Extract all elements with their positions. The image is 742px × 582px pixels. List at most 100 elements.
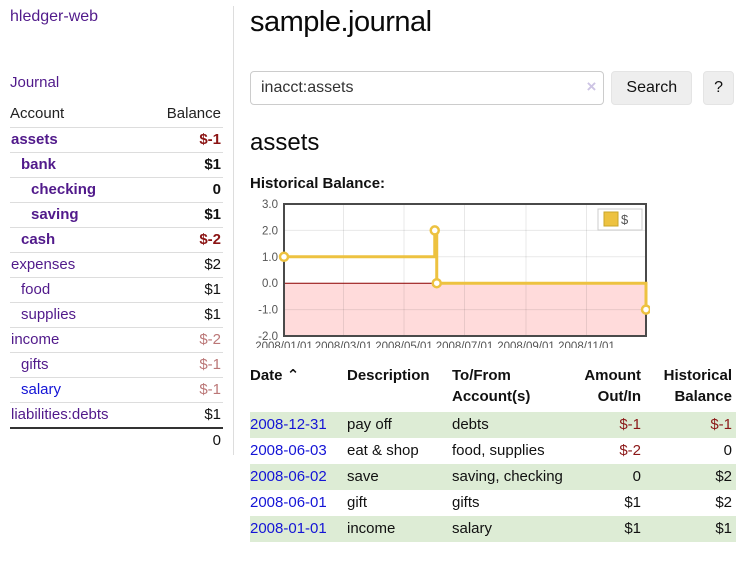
x-axis-tick-label: 2008/03/01 — [315, 341, 373, 348]
tx-accounts-cell: salary — [452, 520, 493, 537]
sidebar-item-journal[interactable]: Journal — [10, 74, 60, 91]
tx-header-accounts: To/From Account(s) — [452, 367, 531, 405]
account-link[interactable]: liabilities:debts — [11, 406, 109, 423]
tx-date-link[interactable]: 2008-06-01 — [250, 494, 327, 511]
tx-date-cell: 2008-06-03 — [250, 438, 347, 464]
transaction-row: 2008-12-31 pay off debts $-1 $-1 — [250, 412, 736, 438]
data-point-marker — [431, 277, 442, 289]
account-balance: $-1 — [146, 127, 223, 153]
historical-balance-chart: $3.0 2.0 1.0 0.0 -1.0 -2.0 2008/01/01 2008/03/0… — [250, 198, 652, 353]
y-axis-tick-label: 3.0 — [262, 199, 278, 211]
account-balance: $-1 — [146, 352, 223, 378]
y-axis-tick-label: -2.0 — [258, 331, 278, 343]
tx-accounts-cell: saving, checking — [452, 468, 563, 485]
account-balance: $1 — [146, 302, 223, 328]
account-link[interactable]: supplies — [21, 306, 77, 323]
tx-balance-cell: $1 — [715, 520, 732, 537]
accounts-header-balance: Balance — [166, 105, 221, 122]
tx-accounts-cell: food, supplies — [452, 442, 545, 459]
data-point-marker — [640, 304, 652, 315]
tx-date-cell: 2008-06-02 — [250, 464, 347, 490]
transaction-row: 2008-06-01 gift gifts $1 $2 — [250, 490, 736, 516]
account-row: income $-2 — [10, 327, 223, 353]
account-balance: $1 — [146, 402, 223, 428]
sidebar: hledger-web Journal Account Balance asse… — [10, 6, 234, 455]
tx-description-cell: pay off — [347, 416, 392, 433]
clear-search-icon[interactable]: × — [586, 77, 597, 96]
tx-amount-cell: $1 — [624, 520, 641, 537]
app-title-link[interactable]: hledger-web — [10, 8, 99, 25]
tx-header-amount: Amount Out/In — [584, 367, 641, 405]
sort-ascending-icon: ⌃ — [286, 367, 300, 384]
tx-date-link[interactable]: 2008-06-02 — [250, 468, 327, 485]
account-balance: $1 — [146, 202, 223, 228]
accounts-header-account: Account — [10, 105, 65, 122]
tx-date-cell: 2008-01-01 — [250, 516, 347, 542]
x-axis-tick-label: 2008/01/01 — [255, 341, 313, 348]
tx-date-link[interactable]: 2008-01-01 — [250, 520, 327, 537]
account-link[interactable]: saving — [31, 206, 79, 223]
tx-header-balance: Historical Balance — [663, 367, 732, 405]
account-balance: $2 — [146, 252, 223, 278]
account-link[interactable]: cash — [21, 231, 56, 248]
account-link[interactable]: income — [11, 331, 60, 348]
tx-balance-cell: $2 — [715, 494, 732, 511]
accounts-total-row: 0 — [10, 427, 223, 453]
account-row: salary $-1 — [10, 377, 223, 403]
account-balance: $1 — [146, 277, 223, 303]
account-link[interactable]: food — [21, 281, 51, 298]
y-axis-tick-label: 0.0 — [262, 278, 278, 290]
tx-date-link[interactable]: 2008-12-31 — [250, 416, 327, 433]
account-balance: $1 — [146, 152, 223, 178]
tx-header-description: Description — [347, 367, 430, 384]
account-balance: $-2 — [146, 227, 223, 253]
account-balance: $-2 — [146, 327, 223, 353]
accounts-table: Account Balance assets $-1 bank $1 checking 0… — [10, 101, 223, 453]
tx-description-cell: gift — [347, 494, 368, 511]
tx-balance-cell: 0 — [723, 442, 732, 459]
tx-date-link[interactable]: 2008-06-03 — [250, 442, 327, 459]
tx-accounts-cell: gifts — [452, 494, 480, 511]
account-link[interactable]: checking — [31, 181, 97, 198]
tx-accounts-cell: debts — [452, 416, 489, 433]
x-axis-tick-label: 2008/11/01 — [558, 341, 615, 348]
account-link[interactable]: assets — [11, 131, 58, 148]
account-link[interactable]: gifts — [21, 356, 49, 373]
tx-balance-cell: $2 — [715, 468, 732, 485]
account-heading: assets — [250, 129, 320, 156]
tx-description-cell: eat & shop — [347, 442, 419, 459]
data-point-marker — [429, 225, 441, 236]
tx-header-date[interactable]: Date ⌃ — [250, 367, 300, 384]
chart-legend: $ — [597, 208, 643, 231]
tx-date-cell: 2008-12-31 — [250, 412, 347, 438]
x-axis-tick-label: 2008/07/01 — [436, 341, 494, 348]
x-axis-tick-label: 2008/09/01 — [497, 341, 555, 348]
tx-amount-cell: 0 — [632, 468, 641, 485]
account-row: expenses $2 — [10, 252, 223, 278]
search-input[interactable] — [250, 71, 605, 105]
tx-amount-cell: $-2 — [619, 442, 641, 459]
search-form: × Search ? — [250, 71, 734, 105]
chart-label: Historical Balance: — [250, 175, 386, 192]
account-balance: $-1 — [146, 377, 223, 403]
search-button[interactable]: Search — [611, 71, 693, 105]
data-point-marker — [278, 251, 290, 263]
transaction-row: 2008-06-02 save saving, checking 0 $2 — [250, 464, 736, 490]
transactions-table: Date ⌃ Description To/From Account(s) Am… — [250, 362, 736, 542]
y-axis-tick-label: -1.0 — [258, 305, 278, 317]
y-axis-tick-label: 1.0 — [262, 252, 278, 264]
accounts-total: 0 — [146, 427, 223, 453]
account-link[interactable]: bank — [21, 156, 57, 173]
help-button[interactable]: ? — [703, 71, 734, 105]
account-link[interactable]: salary — [21, 381, 62, 398]
tx-description-cell: income — [347, 520, 396, 537]
main-content: sample.journal × Search ? assets Histori… — [234, 6, 736, 582]
svg-text:$: $ — [621, 212, 629, 227]
account-link[interactable]: expenses — [11, 256, 76, 273]
account-row: assets $-1 — [10, 127, 223, 153]
account-row: saving $1 — [10, 202, 223, 228]
page-title: sample.journal — [250, 6, 432, 38]
tx-balance-cell: $-1 — [710, 416, 732, 433]
account-row: cash $-2 — [10, 227, 223, 253]
y-axis-tick-label: 2.0 — [262, 225, 278, 237]
